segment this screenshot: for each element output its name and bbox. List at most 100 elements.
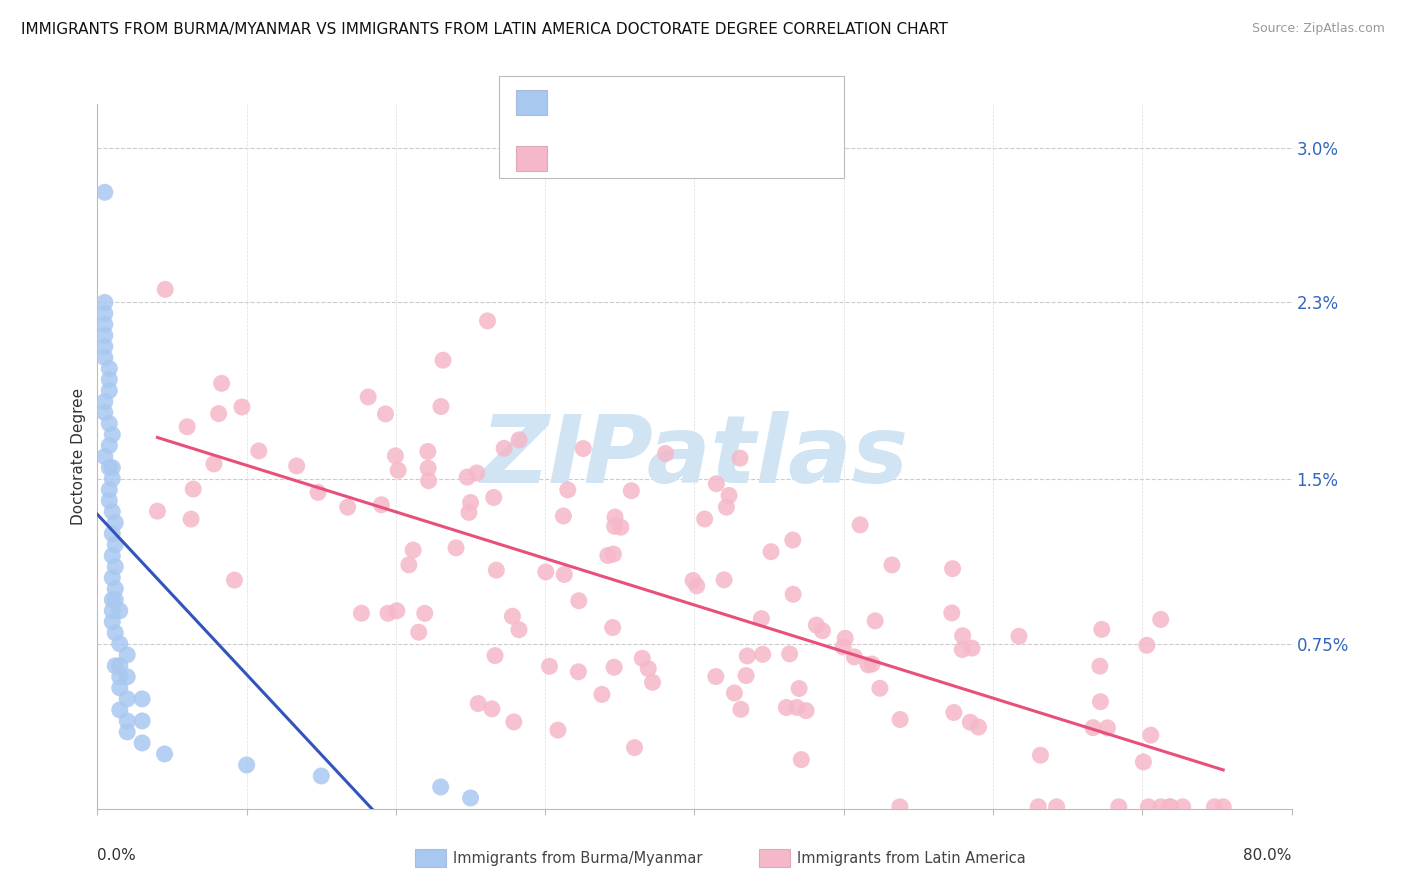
Point [208,407,231,421]
Point [357,390,380,404]
Point [602,547,624,561]
Point [950,642,973,657]
Point [115,714,138,728]
Point [637,662,659,676]
Point [572,442,595,456]
Point [782,587,804,601]
Point [101,571,124,585]
Text: ZIPatlas: ZIPatlas [481,410,908,502]
Point [115,691,138,706]
Point [704,669,727,683]
Point [104,538,127,552]
Point [101,472,124,486]
Point [467,697,489,711]
Point [534,565,557,579]
Point [374,407,396,421]
Point [790,753,813,767]
Point [402,543,425,558]
Point [94,318,117,332]
Point [682,574,704,588]
Point [460,495,482,509]
Point [430,400,453,414]
Point [620,483,643,498]
Point [1139,728,1161,742]
Text: R = -0.425    N =  54: R = -0.425 N = 54 [561,94,734,112]
Point [716,500,738,515]
Point [370,498,392,512]
Point [108,637,131,651]
Point [458,505,481,519]
Point [553,567,575,582]
Point [432,353,454,368]
Point [596,549,619,563]
Point [101,505,124,519]
Text: Immigrants from Burma/Myanmar: Immigrants from Burma/Myanmar [453,851,702,865]
Point [942,562,965,576]
Point [1150,799,1173,814]
Point [398,558,420,572]
Point [1090,695,1112,709]
Point [94,450,117,464]
Point [108,703,131,717]
Point [1081,721,1104,735]
Point [146,504,169,518]
Point [860,657,883,671]
Point [775,700,797,714]
Point [538,659,561,673]
Point [834,632,856,646]
Point [759,544,782,558]
Point [247,444,270,458]
Point [482,491,505,505]
Point [782,533,804,547]
Point [408,625,430,640]
Point [94,406,117,420]
Point [418,474,440,488]
Point [502,714,524,729]
Point [1150,612,1173,626]
Point [889,713,911,727]
Point [623,740,645,755]
Point [751,612,773,626]
Point [385,604,408,618]
Point [104,592,127,607]
Point [211,376,233,391]
Text: 0.0%: 0.0% [97,847,136,863]
Point [880,558,903,572]
Point [806,618,828,632]
Point [285,458,308,473]
Point [603,519,626,533]
Point [108,658,131,673]
Point [104,625,127,640]
Point [786,700,808,714]
Point [941,606,963,620]
Point [693,512,716,526]
Point [115,670,138,684]
Point [115,648,138,662]
Point [794,704,817,718]
Point [869,681,891,696]
Point [1097,721,1119,735]
Point [1136,638,1159,652]
Point [224,573,246,587]
Point [557,483,579,497]
Point [1088,659,1111,673]
Point [153,282,176,296]
Point [98,372,121,386]
Point [101,604,124,618]
Point [94,351,117,365]
Text: IMMIGRANTS FROM BURMA/MYANMAR VS IMMIGRANTS FROM LATIN AMERICA DOCTORATE DEGREE : IMMIGRANTS FROM BURMA/MYANMAR VS IMMIGRA… [21,22,948,37]
Point [602,620,624,634]
Point [603,660,626,674]
Point [508,623,530,637]
Point [98,483,121,497]
Point [101,526,124,541]
Point [418,461,440,475]
Point [735,668,758,682]
Point [104,582,127,596]
Point [1091,623,1114,637]
Point [960,641,983,656]
Text: Source: ZipAtlas.com: Source: ZipAtlas.com [1251,22,1385,36]
Point [181,482,204,496]
Point [1171,799,1194,814]
Point [202,457,225,471]
